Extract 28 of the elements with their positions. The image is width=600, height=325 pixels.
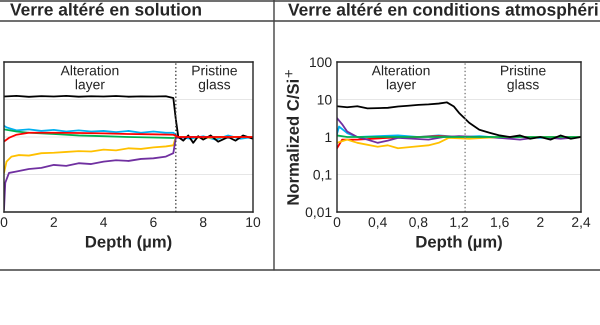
x-tick-label: 0,4 [368, 217, 387, 229]
x-tick-label: 4 [100, 217, 108, 227]
x-tick-label: 1,2 [450, 217, 468, 229]
x-tick-label: 2 [537, 217, 544, 227]
x-tick-label: 0,8 [409, 217, 428, 229]
annotation: Pristine glass [192, 65, 237, 92]
x-tick-label: 0 [0, 217, 8, 228]
chart-title: Verre altéré en solution [10, 2, 201, 16]
chart-title: Verre altéré en conditions atmosphéri [288, 2, 598, 20]
x-tick-label: 0 [334, 217, 340, 228]
y-axis-title: Normalized C/Si$^{+}$ [285, 70, 300, 205]
x-tick-label: 10 [246, 217, 260, 228]
x-tick-label: 6 [150, 217, 157, 228]
annotation: Pristine glass [501, 65, 546, 92]
x-tick-label: 2,4 [572, 217, 590, 229]
x-tick-label: 2 [50, 217, 57, 227]
annotation: Alteration layer [372, 65, 430, 92]
x-tick-label: 8 [200, 217, 206, 228]
x-axis-title: Depth (µm) [416, 235, 502, 251]
x-axis-title: Depth (µm) [86, 235, 172, 251]
y-tick-label: 1 [325, 132, 332, 142]
y-tick-label: 10 [318, 94, 332, 105]
line-series [337, 101, 581, 141]
y-tick-label: 100 [310, 57, 332, 68]
x-tick-label: 1,6 [491, 217, 509, 229]
y-tick-label: 0,01 [306, 207, 332, 219]
annotation: Alteration layer [60, 65, 118, 92]
y-tick-label: 0,1 [313, 170, 332, 182]
